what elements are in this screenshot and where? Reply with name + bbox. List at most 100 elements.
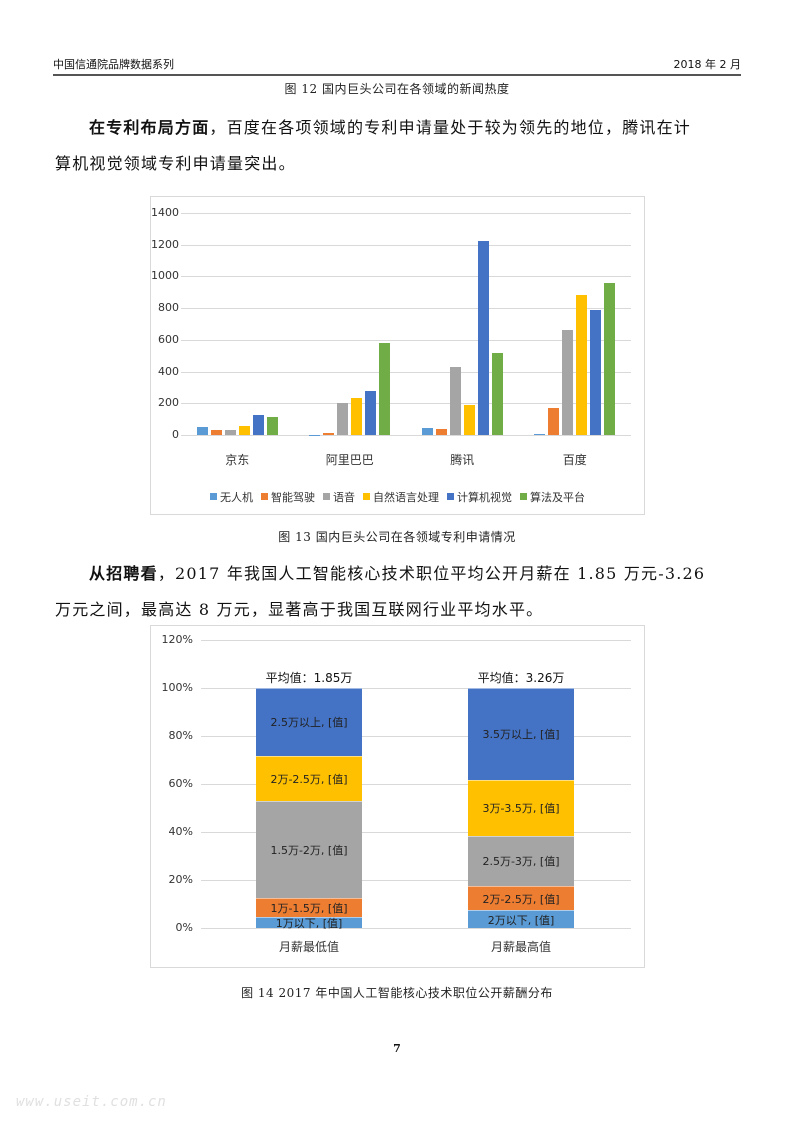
- gridline: [181, 435, 631, 436]
- figure-13-caption: 图 13 国内巨头公司在各领域专利申请情况: [278, 530, 516, 544]
- y-axis-tick: 80%: [168, 729, 193, 742]
- bar-segment: 1.5万-2万, [值]: [256, 801, 362, 898]
- gridline: [201, 784, 631, 785]
- y-axis-tick: 1200: [151, 237, 179, 251]
- x-axis-label: 阿里巴巴: [325, 453, 374, 467]
- y-axis-tick: 200: [158, 396, 179, 410]
- header-series-title: 中国信通院品牌数据系列: [53, 58, 174, 71]
- y-axis-tick: 100%: [161, 681, 193, 694]
- gridline: [181, 339, 631, 341]
- page-header: 中国信通院品牌数据系列 2018 年 2 月: [53, 54, 741, 76]
- bar-segment: 1万以下, [值]: [256, 916, 362, 930]
- bar-智能驾驶: [548, 408, 560, 435]
- salary-stacked-bar-chart: 0% 20% 40% 60% 80% 100% 120% 1万以下, [值] 1万-1.5万, …: [150, 625, 645, 968]
- gridline: [181, 213, 631, 214]
- chart-legend: 无人机 智能驾驶 语音 自然语言处理 计算机视觉 算法及平台: [151, 489, 644, 505]
- patent-bar-chart: 0 200 400 600 800 1000 1200 1400 京东 阿里巴巴 腾讯 百度 无人机 智…: [150, 196, 645, 515]
- bar-无人机: [196, 427, 208, 435]
- bar-自然语言处理: [463, 404, 475, 435]
- y-axis-tick: 800: [158, 301, 179, 315]
- gridline: [201, 832, 631, 833]
- legend-label: 无人机: [220, 491, 253, 504]
- gridline: [181, 276, 631, 278]
- bar-自然语言处理: [351, 398, 363, 435]
- bar-segment: 2万以下, [值]: [468, 910, 574, 928]
- bar-智能驾驶: [210, 430, 222, 435]
- legend-swatch: [323, 493, 330, 500]
- y-axis-tick: 120%: [161, 633, 193, 646]
- x-axis-label: 月薪最高值: [490, 940, 551, 954]
- legend-label: 语音: [333, 491, 355, 504]
- legend-item: 算法及平台: [520, 489, 585, 505]
- bar-语音: [224, 429, 236, 435]
- bar-智能驾驶: [435, 428, 447, 435]
- paragraph-lead: 从招聘看: [89, 564, 158, 583]
- bar-计算机视觉: [477, 240, 489, 435]
- bar-segment: 3万-3.5万, [值]: [468, 779, 574, 836]
- legend-item: 计算机视觉: [447, 489, 512, 505]
- watermark: www.useit.com.cn: [16, 1094, 167, 1110]
- x-axis-label: 月薪最低值: [278, 940, 339, 954]
- bar-算法及平台: [379, 343, 391, 435]
- bar-segment: 2万-2.5万, [值]: [256, 755, 362, 802]
- gridline: [181, 308, 631, 310]
- y-axis-tick: 1400: [151, 206, 179, 219]
- gridline: [201, 640, 631, 641]
- legend-swatch: [363, 493, 370, 500]
- bar-计算机视觉: [590, 309, 602, 435]
- paragraph-lead: 在专利布局方面: [89, 118, 210, 137]
- gridline: [201, 688, 631, 689]
- y-axis-tick: 20%: [168, 873, 193, 886]
- bar-自然语言处理: [576, 294, 588, 435]
- gridline: [181, 371, 631, 373]
- page-number: 7: [393, 1042, 401, 1055]
- bar-智能驾驶: [323, 432, 335, 435]
- bar-无人机: [534, 434, 546, 435]
- figure-14-caption: 图 14 2017 年中国人工智能核心技术职位公开薪酬分布: [241, 986, 553, 1000]
- bar-算法及平台: [491, 353, 503, 435]
- legend-swatch: [447, 493, 454, 500]
- bar-语音: [449, 366, 461, 435]
- bar-segment: 2.5万以上, [值]: [256, 688, 362, 756]
- bar-自然语言处理: [238, 426, 250, 435]
- gridline: [201, 928, 631, 929]
- bar-计算机视觉: [365, 390, 377, 435]
- y-axis-tick: 0: [172, 428, 179, 441]
- y-axis-tick: 60%: [168, 777, 193, 790]
- bar-算法及平台: [266, 417, 278, 435]
- legend-swatch: [520, 493, 527, 500]
- bar-segment: 3.5万以上, [值]: [468, 688, 574, 780]
- average-annotation: 平均值：3.26万: [477, 671, 565, 685]
- x-axis-label: 腾讯: [450, 453, 475, 467]
- y-axis-tick: 1000: [151, 269, 179, 283]
- bar-segment: 1万-1.5万, [值]: [256, 898, 362, 917]
- stacked-bar: 1万以下, [值] 1万-1.5万, [值] 1.5万-2万, [值] 2万-2.5万…: [256, 688, 362, 930]
- bar-语音: [337, 402, 349, 435]
- y-axis-tick: 600: [158, 332, 179, 346]
- average-annotation: 平均值：1.85万: [265, 671, 353, 685]
- stacked-bar: 2万以下, [值] 2万-2.5万, [值] 2.5万-3万, [值] 3万-3.5万…: [468, 688, 574, 928]
- gridline: [181, 403, 631, 405]
- y-axis-tick: 40%: [168, 825, 193, 838]
- y-axis-tick: 400: [158, 364, 179, 378]
- chart-plot-area: 0 200 400 600 800 1000 1200 1400 京东 阿里巴巴 腾讯 百度: [151, 197, 644, 514]
- bar-segment: 2.5万-3万, [值]: [468, 835, 574, 887]
- chart-plot-area: 0% 20% 40% 60% 80% 100% 120% 1万以下, [值] 1万-1.5万, …: [151, 626, 644, 967]
- gridline: [201, 880, 631, 881]
- paragraph-patents: 在专利布局方面，百度在各项领域的专利申请量处于较为领先的地位，腾讯在计 算机视觉…: [55, 118, 692, 173]
- gridline: [201, 736, 631, 737]
- paragraph-recruitment: 从招聘看，2017 年我国人工智能核心技术职位平均公开月薪在 1.85 万元-3…: [55, 564, 706, 619]
- gridline: [181, 244, 631, 246]
- bar-语音: [562, 329, 574, 435]
- legend-swatch: [210, 493, 217, 500]
- legend-label: 算法及平台: [530, 491, 585, 504]
- legend-label: 智能驾驶: [271, 491, 315, 504]
- legend-swatch: [261, 493, 268, 500]
- legend-label: 自然语言处理: [373, 491, 439, 504]
- figure-12-caption: 图 12 国内巨头公司在各领域的新闻热度: [284, 82, 510, 96]
- legend-item: 语音: [323, 489, 355, 505]
- bar-计算机视觉: [252, 414, 264, 435]
- legend-label: 计算机视觉: [457, 491, 512, 504]
- x-axis-label: 百度: [562, 453, 587, 467]
- x-axis-label: 京东: [225, 453, 250, 467]
